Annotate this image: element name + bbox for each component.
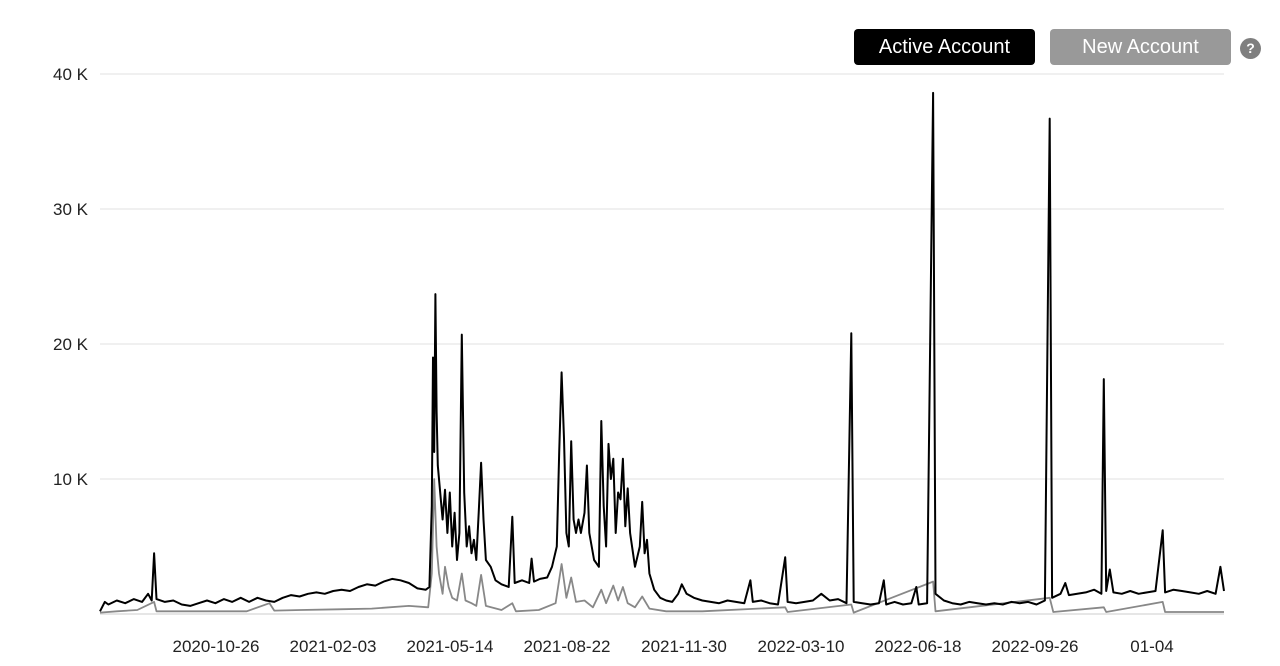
x-tick-label: 2021-02-03 <box>290 637 377 656</box>
y-tick-label: 20 K <box>53 335 89 354</box>
active-account-legend-button[interactable]: Active Account <box>854 29 1035 65</box>
y-tick-label: 10 K <box>53 470 89 489</box>
y-tick-label: 30 K <box>53 200 89 219</box>
grid-layer <box>100 73 1224 615</box>
x-tick-label: 01-04 <box>1130 637 1173 656</box>
series-line-active-account <box>99 91 1225 612</box>
series-line-new-account <box>99 478 1224 614</box>
series-layer <box>99 91 1225 614</box>
x-tick-label: 2021-11-30 <box>641 637 727 656</box>
new-account-legend-button[interactable]: New Account <box>1050 29 1231 65</box>
x-tick-label: 2022-06-18 <box>875 637 962 656</box>
x-tick-label: 2020-10-26 <box>173 637 260 656</box>
x-tick-label: 2021-08-22 <box>524 637 611 656</box>
help-icon[interactable]: ? <box>1240 38 1261 59</box>
x-tick-label: 2021-05-14 <box>407 637 494 656</box>
y-tick-label: 40 K <box>53 65 89 84</box>
y-axis-ticks: 10 K 20 K 30 K 40 K <box>53 65 89 489</box>
x-tick-label: 2022-03-10 <box>758 637 845 656</box>
x-axis-ticks: 2020-10-26 2021-02-03 2021-05-14 2021-08-22… <box>173 637 1174 656</box>
x-tick-label: 2022-09-26 <box>992 637 1079 656</box>
